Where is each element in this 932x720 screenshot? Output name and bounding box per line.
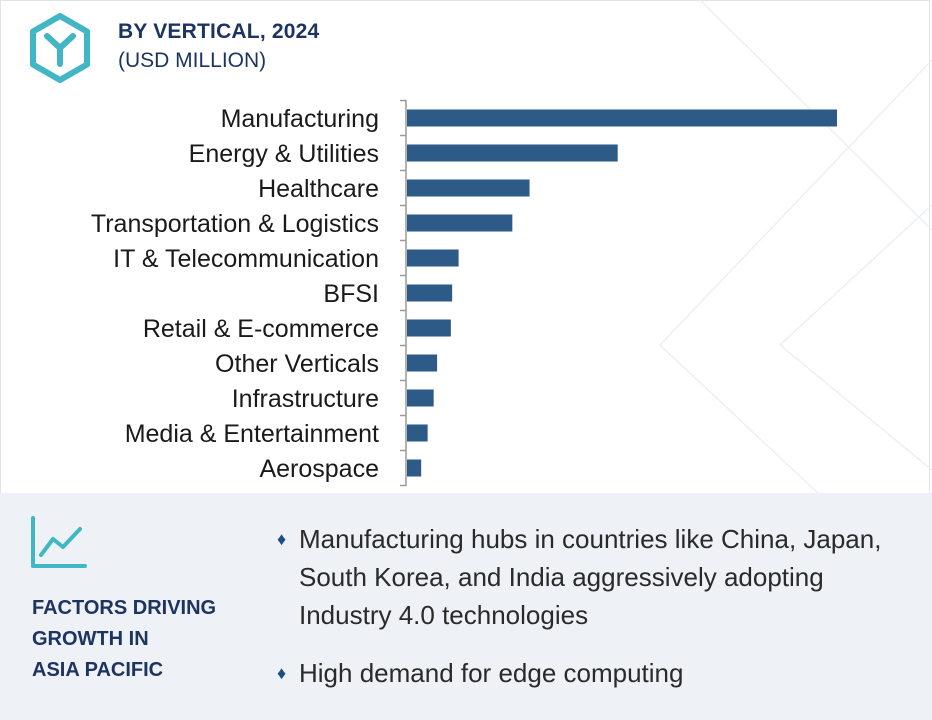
bar: [407, 284, 453, 302]
bar: [407, 109, 837, 127]
category-label: Energy & Utilities: [189, 140, 379, 168]
category-label: Media & Entertainment: [125, 420, 379, 448]
category-label: Aerospace: [259, 455, 379, 483]
bar: [407, 459, 422, 477]
factors-title: FACTORS DRIVING GROWTH IN ASIA PACIFIC: [32, 593, 262, 686]
factor-bullet: ♦ Manufacturing hubs in countries like C…: [277, 520, 899, 634]
chart-subtitle: (USD MILLION): [118, 49, 267, 72]
bar: [407, 214, 513, 232]
category-label: Transportation & Logistics: [91, 210, 379, 238]
category-label: Manufacturing: [221, 105, 379, 133]
bar: [407, 144, 618, 162]
factor-bullet: ♦ High demand for edge computing: [277, 654, 899, 692]
bar-chart: Manufacturing Energy & Utilities Healthcar…: [91, 99, 837, 487]
bar: [407, 179, 530, 197]
diamond-bullet-icon: ♦: [277, 663, 287, 683]
category-label: Other Verticals: [215, 350, 379, 378]
bar: [407, 389, 434, 407]
bar: [407, 249, 459, 267]
category-label: Healthcare: [258, 175, 379, 203]
hexagon-y-logo-icon: [30, 13, 90, 83]
bar: [407, 354, 438, 372]
chart-title: BY VERTICAL, 2024: [118, 20, 320, 43]
factor-bullet-text: Manufacturing hubs in countries like Chi…: [299, 524, 882, 630]
factor-bullet-text: High demand for edge computing: [299, 658, 684, 688]
bar: [407, 319, 451, 337]
factors-title-line: ASIA PACIFIC: [32, 659, 164, 681]
factors-title-line: GROWTH IN: [32, 628, 149, 650]
category-label: Retail & E-commerce: [143, 315, 379, 343]
factors-panel: [0, 493, 932, 720]
category-label: Infrastructure: [232, 385, 379, 413]
trend-line-chart-icon: [31, 516, 87, 568]
category-label: BFSI: [323, 280, 379, 308]
bar: [407, 424, 428, 442]
diamond-bullet-icon: ♦: [277, 529, 287, 549]
factors-title-line: FACTORS DRIVING: [32, 597, 217, 619]
category-label: IT & Telecommunication: [113, 245, 379, 273]
